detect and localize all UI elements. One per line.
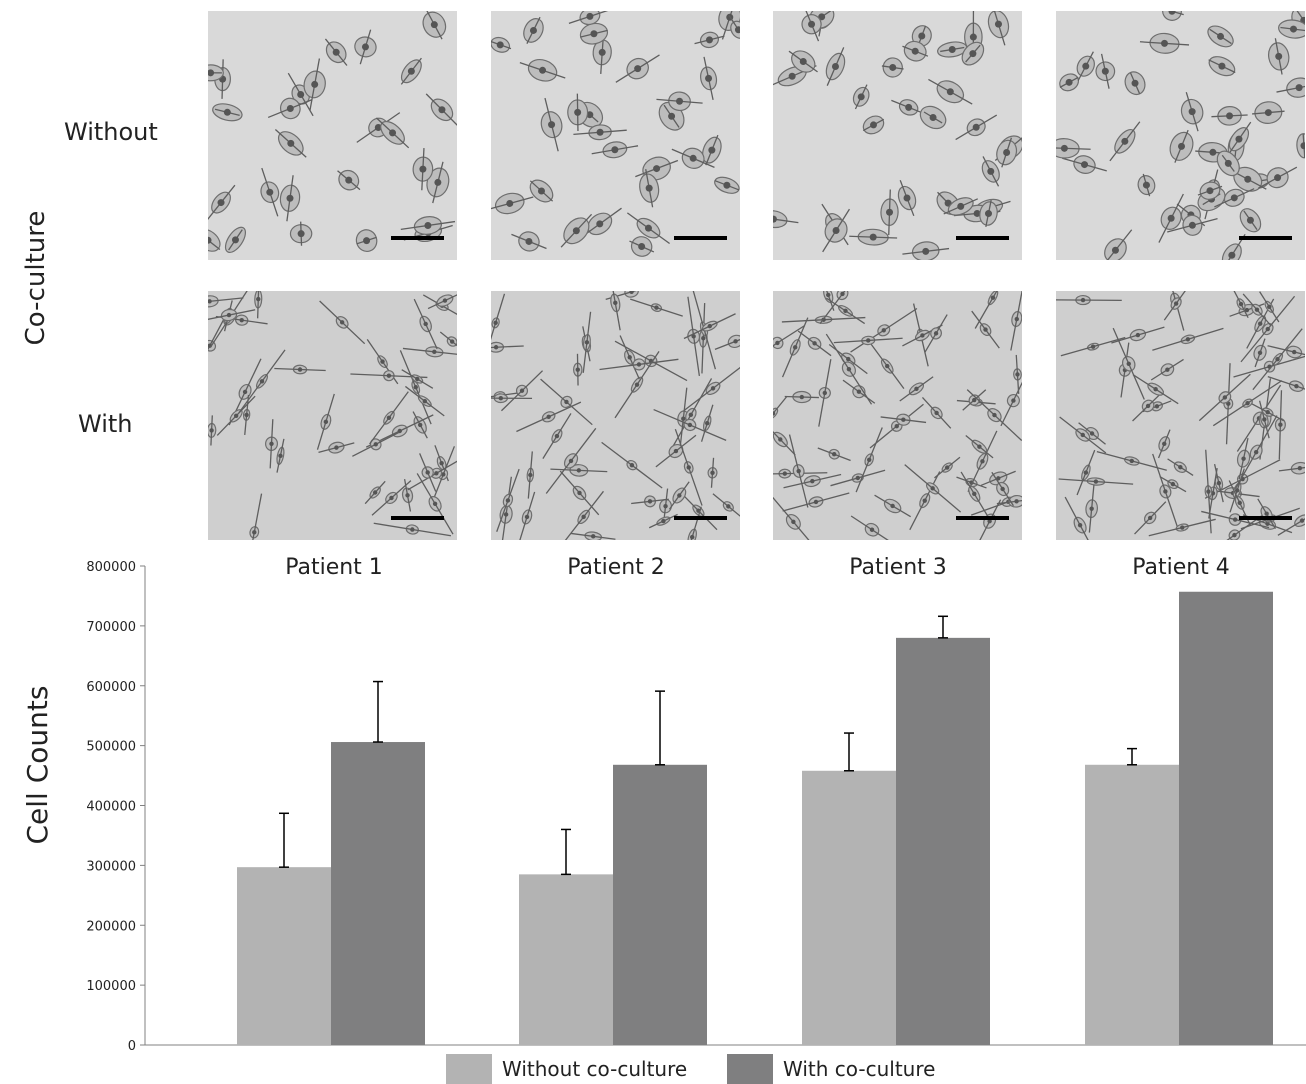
bar bbox=[802, 770, 896, 1045]
legend-item-with: With co-culture bbox=[727, 1054, 935, 1084]
micrograph-panel bbox=[491, 11, 740, 260]
scale-bar bbox=[1239, 516, 1292, 520]
scale-bar bbox=[956, 236, 1009, 240]
y-tick-label: 800000 bbox=[86, 560, 136, 575]
patient-label: Patient 2 bbox=[567, 555, 665, 580]
y-tick-label: 500000 bbox=[86, 740, 136, 755]
patient-label: Patient 1 bbox=[285, 555, 383, 580]
scale-bar bbox=[1239, 236, 1292, 240]
y-tick-label: 100000 bbox=[86, 979, 136, 994]
y-tick-label: 700000 bbox=[86, 620, 136, 635]
row-label-without: Without bbox=[64, 118, 158, 146]
micrograph-panel bbox=[773, 11, 1022, 260]
patient-label: Patient 3 bbox=[849, 555, 947, 580]
scale-bar bbox=[956, 516, 1009, 520]
scale-bar bbox=[674, 516, 727, 520]
y-tick-label: 0 bbox=[128, 1039, 136, 1054]
legend-swatch-without bbox=[446, 1054, 492, 1084]
row-label-with: With bbox=[78, 410, 133, 438]
legend-label-with: With co-culture bbox=[783, 1057, 936, 1081]
scale-bar bbox=[391, 516, 444, 520]
bar bbox=[613, 764, 707, 1045]
bar bbox=[1179, 591, 1273, 1045]
bar bbox=[331, 742, 425, 1045]
scale-bar bbox=[674, 236, 727, 240]
scale-bar bbox=[391, 236, 444, 240]
micrograph-panel bbox=[773, 291, 1022, 540]
micrograph-panel bbox=[1056, 11, 1305, 260]
micrograph-panel bbox=[208, 291, 457, 540]
y-tick-label: 200000 bbox=[86, 919, 136, 934]
y-tick-label: 300000 bbox=[86, 859, 136, 874]
y-tick-label: 400000 bbox=[86, 800, 136, 815]
bar bbox=[237, 867, 331, 1045]
bar bbox=[519, 874, 613, 1045]
legend-swatch-with bbox=[727, 1054, 773, 1084]
legend-label-without: Without co-culture bbox=[502, 1057, 688, 1081]
micrograph-panel bbox=[491, 291, 740, 540]
legend-item-without: Without co-culture bbox=[446, 1054, 687, 1084]
y-tick-label: 600000 bbox=[86, 680, 136, 695]
micrograph-panel bbox=[208, 11, 457, 260]
micrograph-panel bbox=[1056, 291, 1305, 540]
bar bbox=[896, 637, 990, 1045]
bar bbox=[1085, 764, 1179, 1045]
patient-label: Patient 4 bbox=[1132, 555, 1230, 580]
